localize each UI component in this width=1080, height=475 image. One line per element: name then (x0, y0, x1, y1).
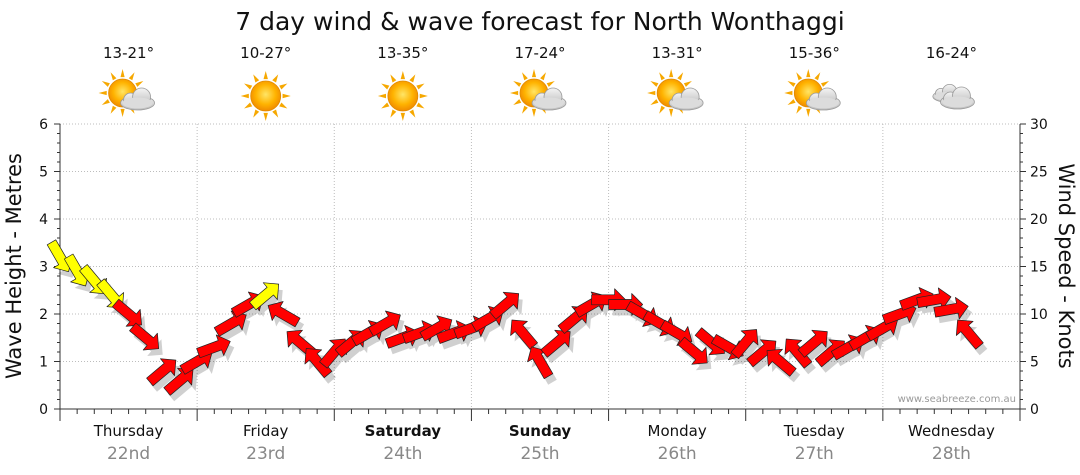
left-tick-label: 5 (39, 165, 48, 181)
temperature-range: 13-21° (103, 44, 154, 62)
temperature-range: 13-35° (377, 44, 428, 62)
wind-arrow-series (46, 239, 988, 402)
partly-cloudy-icon (647, 69, 704, 117)
temperature-range: 13-31° (652, 44, 703, 62)
cloud-shape (531, 87, 567, 111)
right-tick-label: 15 (1030, 260, 1048, 276)
wind-arrow (730, 329, 759, 360)
wind-arrow (111, 298, 142, 327)
right-tick-label: 25 (1030, 165, 1048, 181)
wind-arrow (249, 282, 280, 311)
wind-arrow (267, 301, 301, 328)
date-label: 23rd (246, 444, 285, 464)
left-tick-label: 4 (39, 212, 48, 228)
right-tick-label: 10 (1030, 307, 1048, 323)
left-tick-label: 3 (39, 260, 48, 276)
day-labels: Thursday 22nd Friday 23rd Saturday 24th Sunday… (59, 409, 1021, 464)
temperature-range: 16-24° (926, 44, 977, 62)
y2-axis-label: Wind Speed - Knots (1054, 163, 1078, 368)
wind-arrow (933, 297, 969, 320)
temperature-range: 17-24° (514, 44, 565, 62)
wind-arrow (784, 338, 813, 369)
sun-disc (387, 80, 419, 112)
weather-row: 13-21° 10-27° 13-35° 17-24° 13-31° 15-36° 16-2… (98, 44, 977, 121)
day-label: Tuesday (783, 422, 845, 440)
sunny-icon (240, 71, 291, 121)
wind-arrow (766, 348, 797, 377)
wind-arrow (955, 319, 984, 350)
partly-cloudy-icon (98, 69, 155, 117)
date-label: 22nd (107, 444, 150, 464)
sunny-icon (377, 71, 428, 121)
left-tick-label: 1 (39, 355, 48, 371)
left-tick-label: 0 (39, 402, 48, 418)
left-tick-label: 2 (39, 307, 48, 323)
sun-disc (250, 80, 282, 112)
wind-arrow (129, 322, 160, 351)
wind-arrow (196, 334, 231, 359)
wind-arrow (304, 348, 333, 379)
wind-arrow (368, 310, 401, 337)
sun-rays (240, 71, 291, 121)
day-label: Thursday (93, 422, 164, 440)
right-axis-ticks: 0 5 10 15 20 25 30 (1020, 117, 1048, 418)
credit-text: www.seabreeze.com.au (898, 394, 1016, 405)
wind-arrow (797, 329, 828, 358)
date-label: 27th (795, 444, 834, 464)
wind-arrow (146, 358, 177, 387)
right-tick-label: 0 (1030, 402, 1039, 418)
right-tick-label: 20 (1030, 212, 1048, 228)
temperature-range: 10-27° (240, 44, 291, 62)
date-label: 28th (932, 444, 971, 464)
temperature-range: 15-36° (789, 44, 840, 62)
y-axis-label: Wave Height - Metres (2, 153, 26, 379)
date-label: 26th (658, 444, 697, 464)
left-tick-label: 6 (39, 117, 48, 133)
wind-arrow (916, 287, 952, 310)
partly-cloudy-icon (784, 69, 841, 117)
wind-arrow (527, 346, 554, 380)
day-label: Sunday (509, 422, 572, 440)
wind-arrow (677, 336, 708, 365)
wind-arrow (510, 319, 538, 350)
right-tick-label: 5 (1030, 355, 1039, 371)
date-label: 25th (520, 444, 559, 464)
day-label: Monday (648, 422, 707, 440)
cloud-shape (120, 87, 155, 111)
wind-arrow (419, 315, 453, 342)
day-label: Wednesday (908, 422, 995, 440)
date-label: 24th (383, 444, 422, 464)
partly-cloudy-icon (510, 69, 567, 117)
wind-arrow (489, 291, 520, 320)
cloud-shape (940, 86, 975, 110)
chart-title: 7 day wind & wave forecast for North Won… (235, 7, 844, 36)
cloud-shape (805, 87, 841, 111)
sun-rays (377, 71, 428, 121)
day-label: Friday (243, 422, 289, 440)
day-label: Saturday (365, 422, 442, 440)
wind-arrow (96, 278, 125, 309)
cloudy-icon (932, 84, 975, 110)
right-tick-label: 30 (1030, 117, 1048, 133)
cloud-shape (668, 87, 704, 111)
